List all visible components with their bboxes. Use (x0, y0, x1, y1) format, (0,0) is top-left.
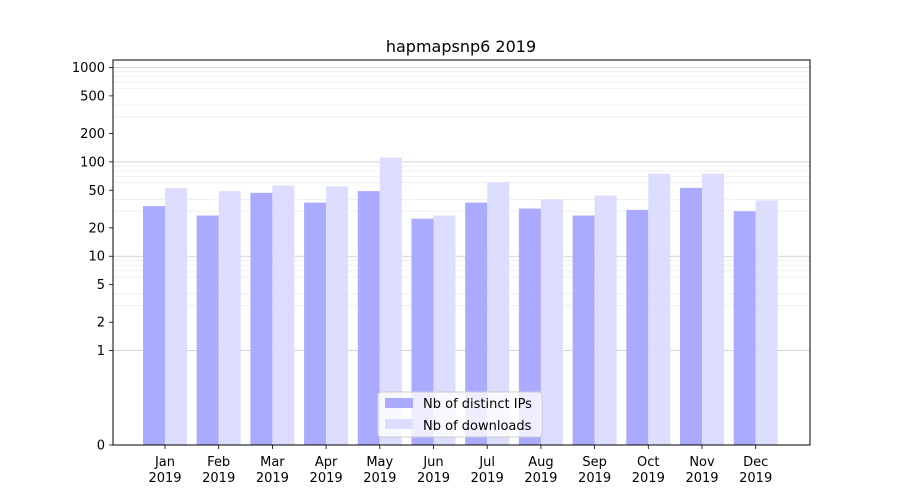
x-tick-label-month: Feb (207, 455, 230, 470)
x-tick-label-month: Nov (689, 455, 715, 470)
x-tick-label-month: Apr (315, 455, 338, 470)
y-tick-label: 1000 (72, 61, 105, 76)
x-tick-label-month: Jul (478, 455, 495, 470)
bars (143, 157, 778, 446)
plot-frame (112, 59, 811, 446)
bar-downloads (702, 173, 724, 446)
x-tick-label-month: Dec (743, 455, 768, 470)
y-tick-label: 100 (80, 155, 105, 170)
x-tick-label-year: 2019 (417, 471, 450, 486)
bar-downloads (433, 215, 456, 445)
x-tick-label-year: 2019 (148, 471, 181, 486)
x-tick-label-year: 2019 (471, 471, 504, 486)
bar-ips (733, 211, 756, 445)
bar-ips (680, 187, 702, 446)
y-tick-label: 2 (97, 316, 105, 331)
bar-ips (357, 191, 380, 445)
bar-ips (518, 208, 541, 445)
bar-ips (465, 202, 488, 445)
bar-ips (572, 215, 595, 445)
y-tick-label: 10 (88, 250, 105, 265)
legend: Nb of distinct IPs Nb of downloads (377, 391, 543, 438)
legend-swatch-downloads (385, 419, 413, 429)
y-tick-label: 0 (97, 439, 105, 454)
y-tick-label: 200 (80, 127, 105, 142)
x-tick-label-month: Mar (260, 455, 285, 470)
x-tick-label-month: Sep (582, 455, 607, 470)
y-tick-label: 50 (88, 184, 105, 199)
bar-ips (304, 202, 327, 445)
x-tick-label-year: 2019 (685, 471, 718, 486)
x-tick-label-month: Jun (422, 455, 443, 470)
bar-downloads (379, 157, 402, 446)
x-tick-label-month: May (366, 455, 393, 470)
bar-downloads (755, 200, 778, 445)
bar-ips (411, 218, 434, 445)
legend-swatch-ips (385, 398, 413, 408)
y-tick-label: 5 (97, 278, 105, 293)
chart-title: hapmapsnp6 2019 (386, 37, 536, 56)
legend-label-downloads: Nb of downloads (423, 419, 532, 434)
y-tick-label: 1 (97, 344, 105, 359)
x-tick-label-year: 2019 (632, 471, 665, 486)
bar-downloads (326, 186, 349, 445)
y-tick-label: 20 (88, 221, 105, 236)
x-tick-label-year: 2019 (310, 471, 343, 486)
axes: Jan2019Feb2019Mar2019Apr2019May2019Jun20… (72, 59, 811, 486)
x-tick-label-year: 2019 (363, 471, 396, 486)
bar-downloads (487, 182, 510, 445)
x-tick-label-month: Aug (528, 455, 553, 470)
bar-downloads (272, 185, 295, 445)
x-tick-label-month: Jan (154, 455, 175, 470)
x-tick-label-year: 2019 (739, 471, 772, 486)
x-tick-label-year: 2019 (524, 471, 557, 486)
x-tick-label-year: 2019 (256, 471, 289, 486)
legend-label-ips: Nb of distinct IPs (423, 397, 532, 412)
bar-ips (143, 206, 165, 445)
bar-downloads (540, 199, 563, 445)
bar-downloads (165, 187, 187, 446)
x-tick-label-month: Oct (637, 455, 659, 470)
legend-frame (377, 391, 543, 438)
bar-downloads (594, 195, 617, 445)
x-tick-label-year: 2019 (202, 471, 235, 486)
y-tick-label: 500 (80, 89, 105, 104)
bar-downloads (648, 173, 671, 446)
bar-downloads (218, 191, 241, 445)
x-tick-label-year: 2019 (578, 471, 611, 486)
bar-ips (626, 209, 649, 445)
bar-ips (250, 192, 273, 445)
bar-ips (196, 215, 219, 445)
